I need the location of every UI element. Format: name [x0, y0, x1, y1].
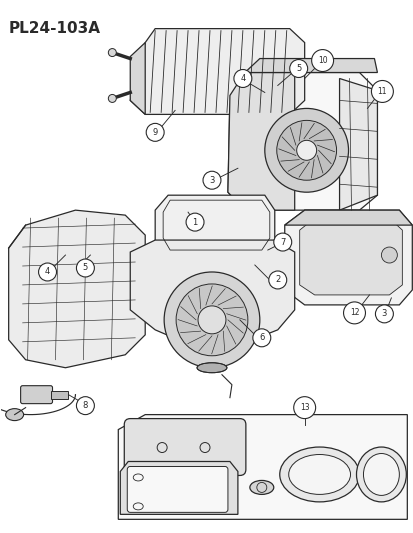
Circle shape [197, 306, 225, 334]
Polygon shape [228, 72, 377, 210]
Text: 6: 6 [259, 333, 264, 342]
Text: 9: 9 [152, 128, 157, 137]
Ellipse shape [197, 363, 226, 373]
Polygon shape [339, 78, 377, 210]
FancyBboxPatch shape [21, 386, 52, 403]
FancyBboxPatch shape [124, 418, 245, 475]
Polygon shape [284, 210, 411, 305]
Text: 12: 12 [349, 309, 358, 317]
Ellipse shape [356, 447, 405, 502]
Circle shape [76, 397, 94, 415]
Polygon shape [130, 43, 145, 115]
Polygon shape [284, 210, 411, 225]
Polygon shape [118, 415, 406, 519]
Text: 3: 3 [209, 176, 214, 185]
Text: 7: 7 [279, 238, 285, 247]
FancyBboxPatch shape [127, 466, 228, 512]
Circle shape [164, 272, 259, 368]
Circle shape [276, 120, 336, 180]
Circle shape [202, 171, 221, 189]
Text: 2: 2 [275, 276, 280, 285]
Circle shape [185, 213, 204, 231]
Polygon shape [155, 195, 274, 252]
Circle shape [146, 123, 164, 141]
Text: 11: 11 [377, 87, 386, 96]
Circle shape [108, 94, 116, 102]
Text: 1: 1 [192, 217, 197, 227]
Text: 3: 3 [381, 309, 386, 318]
Text: 13: 13 [299, 403, 309, 412]
Circle shape [293, 397, 315, 418]
Ellipse shape [6, 409, 24, 421]
Ellipse shape [249, 480, 273, 495]
Polygon shape [130, 29, 304, 115]
Text: 5: 5 [83, 263, 88, 272]
Text: 8: 8 [83, 401, 88, 410]
Circle shape [273, 233, 291, 251]
Circle shape [380, 247, 396, 263]
Polygon shape [9, 210, 145, 368]
Circle shape [289, 60, 307, 77]
Polygon shape [130, 240, 294, 345]
Polygon shape [120, 462, 237, 514]
Text: 4: 4 [240, 74, 245, 83]
Circle shape [268, 271, 286, 289]
Circle shape [252, 329, 270, 347]
Polygon shape [244, 59, 377, 72]
Polygon shape [299, 218, 401, 295]
Circle shape [264, 108, 348, 192]
Ellipse shape [279, 447, 358, 502]
Circle shape [38, 263, 56, 281]
Circle shape [176, 284, 247, 356]
Ellipse shape [288, 455, 350, 495]
Circle shape [76, 259, 94, 277]
Circle shape [108, 49, 116, 56]
Circle shape [233, 69, 251, 87]
Ellipse shape [363, 454, 399, 495]
Circle shape [370, 80, 392, 102]
Text: 10: 10 [317, 56, 327, 65]
Polygon shape [228, 72, 294, 210]
Text: PL24-103A: PL24-103A [9, 21, 100, 36]
FancyBboxPatch shape [50, 391, 68, 399]
Circle shape [311, 50, 333, 71]
Text: 5: 5 [295, 64, 301, 73]
Circle shape [296, 140, 316, 160]
Text: 4: 4 [45, 268, 50, 277]
Circle shape [343, 302, 365, 324]
Circle shape [375, 305, 392, 323]
